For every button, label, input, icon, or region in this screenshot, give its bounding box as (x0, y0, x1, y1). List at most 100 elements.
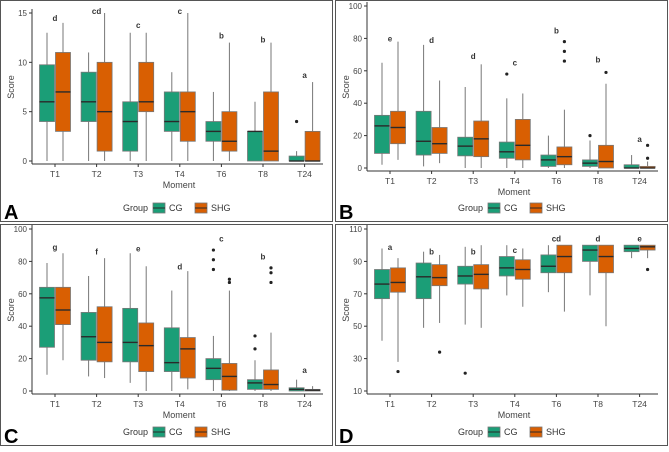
box-cg-t1 (374, 62, 390, 165)
box-cg-t8 (247, 334, 263, 391)
x-tick-label: T1 (50, 399, 60, 409)
significance-letter: b (219, 32, 224, 41)
box-iqr (304, 130, 321, 162)
x-tick-label: T3 (468, 399, 478, 409)
outlier-point (588, 134, 592, 138)
outlier-point (269, 280, 273, 285)
box-iqr (39, 64, 55, 122)
panel-label: D (339, 426, 353, 447)
significance-letter: c (513, 246, 518, 255)
y-tick-label: 70 (353, 290, 362, 299)
box-shg-t3 (473, 64, 490, 168)
legend-title: Group (458, 427, 483, 437)
x-tick-label: T4 (510, 176, 520, 186)
box-shg-t1 (390, 41, 406, 160)
x-tick-label: T2 (92, 169, 102, 179)
box-shg-t6 (221, 277, 238, 391)
box-cg-t2 (415, 251, 432, 328)
panel-label: C (4, 426, 18, 447)
legend-label-cg: CG (504, 427, 518, 437)
box-iqr (639, 244, 656, 251)
box-iqr (431, 264, 448, 287)
box-cg-t3 (122, 253, 139, 383)
x-tick-label: T4 (175, 169, 185, 179)
box-shg-t24 (639, 143, 656, 169)
legend-label-shg: SHG (546, 427, 566, 437)
box-iqr (96, 306, 113, 363)
y-tick-label: 80 (18, 257, 27, 266)
panel-label: A (4, 202, 18, 223)
box-iqr (598, 144, 614, 169)
box-shg-t4 (514, 248, 531, 307)
outlier-point (211, 248, 215, 252)
box-shg-t1 (55, 22, 71, 161)
outlier-point (227, 280, 231, 285)
box-iqr (582, 244, 598, 262)
significance-letter: cd (92, 7, 101, 16)
x-tick-label: T24 (297, 169, 312, 179)
box-iqr (498, 141, 515, 159)
panel-label: B (339, 202, 353, 223)
box-cg-t8 (247, 101, 263, 162)
significance-letter: c (219, 235, 224, 244)
significance-letter: d (471, 52, 476, 61)
box-cg-t6 (205, 91, 222, 161)
box-cg-t2 (80, 52, 97, 161)
x-tick-label: T8 (258, 399, 268, 409)
box-shg-t6 (556, 244, 573, 312)
box-iqr (39, 286, 55, 348)
outlier-point (253, 334, 257, 338)
x-axis-title: Moment (163, 180, 196, 190)
box-cg-t1 (39, 32, 55, 161)
box-cg-t2 (415, 44, 432, 167)
box-iqr (457, 265, 474, 285)
box-iqr (247, 130, 263, 162)
y-tick-label: 40 (353, 99, 362, 108)
y-tick-label: 60 (353, 67, 362, 76)
box-cg-t24 (623, 244, 640, 259)
significance-letter: cd (552, 235, 561, 244)
box-iqr (540, 154, 557, 167)
x-axis-title: Moment (498, 410, 531, 420)
y-tick-label: 20 (353, 132, 362, 141)
boxplot-c: 0 20 40 60 80 100 T1 T2 T3 T4 T6 T8 T24 Moment Score g f… (4, 225, 323, 448)
outlier-point (269, 266, 273, 270)
panel-c: 0 20 40 60 80 100 T1 T2 T3 T4 T6 T8 T24 Moment Score g f… (0, 224, 333, 448)
y-tick-label: 100 (14, 225, 28, 234)
box-cg-t6 (540, 245, 557, 293)
box-iqr (540, 254, 557, 274)
significance-letter: d (177, 262, 182, 271)
outlier-point (269, 271, 273, 275)
significance-letter: b (261, 253, 266, 262)
box-iqr (473, 264, 490, 290)
significance-letter: d (429, 36, 434, 45)
box-iqr (263, 369, 279, 390)
boxplot-d: 10 30 50 70 90 110 T1 T2 T3 T4 T6 T8 T24 Moment Score a… (339, 225, 658, 448)
y-tick-label: 0 (358, 164, 363, 173)
y-tick-label: 30 (353, 355, 362, 364)
x-axis-title: Moment (163, 410, 196, 420)
y-tick-label: 90 (353, 257, 362, 266)
x-tick-label: T4 (175, 399, 185, 409)
y-tick-label: 40 (18, 322, 27, 331)
y-tick-label: 60 (18, 290, 27, 299)
y-tick-label: 0 (23, 157, 28, 166)
box-iqr (163, 91, 180, 132)
box-iqr (514, 119, 531, 161)
outlier-point (396, 369, 400, 374)
legend-title: Group (458, 203, 483, 213)
box-shg-t1 (390, 258, 406, 374)
box-shg-t24 (304, 386, 321, 392)
significance-letter: g (53, 243, 58, 252)
box-iqr (138, 61, 155, 113)
panel-b: 0 20 40 60 80 100 T1 T2 T3 T4 T6 T8 T24 Moment Score e d… (335, 0, 668, 224)
x-tick-label: T2 (427, 176, 437, 186)
box-cg-t24 (288, 379, 305, 392)
x-axis-title: Moment (498, 187, 531, 197)
box-shg-t2 (96, 13, 113, 161)
legend-title: Group (123, 427, 148, 437)
x-tick-label: T4 (510, 399, 520, 409)
x-tick-label: T6 (551, 176, 561, 186)
significance-letter: c (513, 59, 518, 68)
